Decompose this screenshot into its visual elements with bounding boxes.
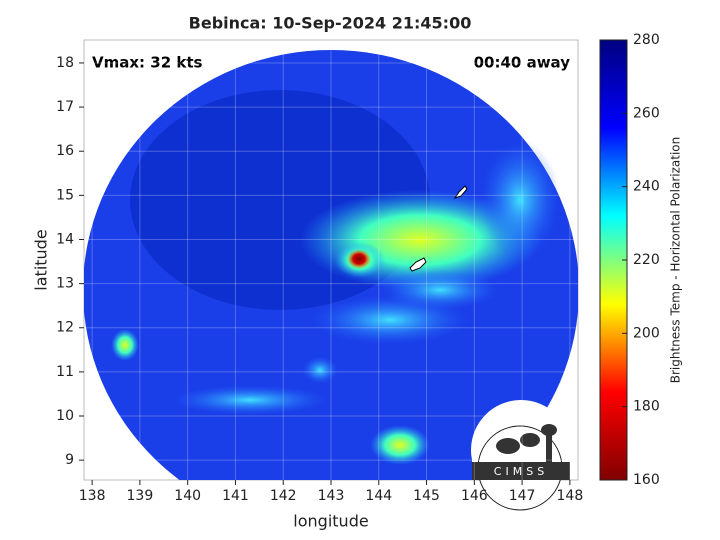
y-tick-label: 17 — [56, 99, 74, 115]
x-tick-label: 144 — [365, 488, 392, 504]
colorbar-tick-label: 280 — [633, 32, 660, 48]
x-tick-label: 139 — [127, 488, 154, 504]
y-tick-label: 9 — [65, 452, 74, 468]
time-annotation: 00:40 away — [474, 54, 571, 72]
y-tick-label: 14 — [56, 231, 74, 247]
x-tick-label: 140 — [174, 488, 201, 504]
y-tick-label: 12 — [56, 320, 74, 336]
logo-text: CIMSS — [494, 465, 548, 478]
y-tick-label: 13 — [56, 276, 74, 292]
vmax-annotation: Vmax: 32 kts — [92, 54, 202, 72]
y-tick-label: 15 — [56, 187, 74, 203]
x-tick-label: 147 — [509, 488, 536, 504]
colorbar-tick-label: 180 — [633, 399, 660, 415]
logo: CIMSS — [470, 399, 570, 511]
x-tick-label: 146 — [461, 488, 488, 504]
colorbar-label: Brightness Temp - Horizontal Polarizatio… — [669, 137, 683, 384]
y-tick-label: 18 — [56, 55, 74, 71]
x-tick-label: 143 — [318, 488, 345, 504]
y-tick-label: 10 — [56, 408, 74, 424]
y-tick-label: 16 — [56, 143, 74, 159]
y-axis-label: latitude — [32, 229, 51, 290]
x-tick-label: 141 — [222, 488, 249, 504]
colorbar-tick-label: 260 — [633, 105, 660, 121]
colorbar-tick-label: 160 — [633, 472, 660, 488]
colorbar-tick-label: 240 — [633, 179, 660, 195]
x-tick-label: 145 — [413, 488, 440, 504]
x-tick-label: 138 — [79, 488, 106, 504]
satellite-image — [84, 50, 578, 480]
x-tick-label: 148 — [557, 488, 584, 504]
x-axis-label: longitude — [293, 512, 368, 531]
colorbar-tick-label: 200 — [633, 325, 660, 341]
colorbar-tick-label: 220 — [633, 252, 660, 268]
x-tick-label: 142 — [270, 488, 297, 504]
y-tick-label: 11 — [56, 364, 74, 380]
chart-title: Bebinca: 10-Sep-2024 21:45:00 — [189, 14, 472, 33]
